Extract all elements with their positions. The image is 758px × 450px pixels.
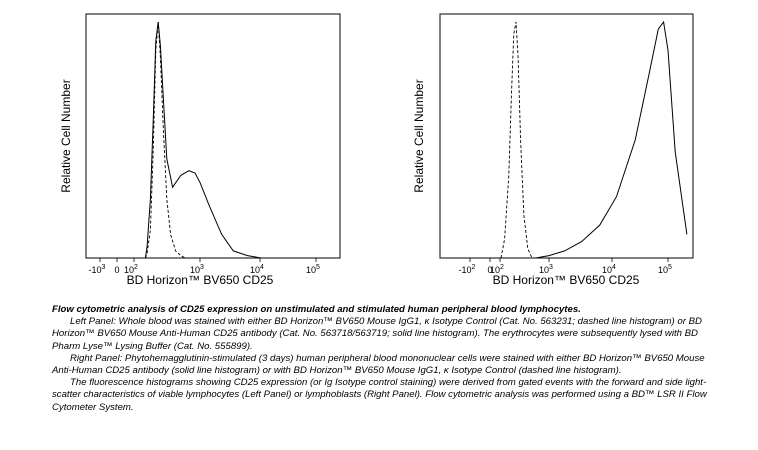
- x-tick-label: 102: [490, 264, 504, 275]
- right-histogram-panel: Relative Cell Number BD Horizon™ BV650 C…: [412, 13, 694, 287]
- left-x-axis-label: BD Horizon™ BV650 CD25: [127, 273, 274, 287]
- x-tick-label: 103: [539, 264, 553, 275]
- x-tick-label: 105: [306, 264, 320, 275]
- caption-left-panel: Left Panel: Whole blood was stained with…: [52, 316, 702, 352]
- left-dashed-series-line: [144, 21, 186, 259]
- x-tick-label: -102: [459, 264, 476, 275]
- x-tick-label: 104: [602, 264, 616, 275]
- right-solid-series-line: [535, 20, 688, 259]
- x-tick-label: 103: [190, 264, 204, 275]
- x-tick-label: -103: [89, 264, 106, 275]
- right-y-axis-label: Relative Cell Number: [412, 79, 426, 192]
- caption-title: Flow cytometric analysis of CD25 express…: [52, 304, 581, 315]
- right-x-axis-label: BD Horizon™ BV650 CD25: [493, 273, 640, 287]
- left-histogram-panel: Relative Cell Number BD Horizon™ BV650 C…: [59, 13, 341, 287]
- figure-caption: Flow cytometric analysis of CD25 express…: [52, 304, 712, 414]
- histogram-panels: Relative Cell Number BD Horizon™ BV650 C…: [59, 13, 694, 287]
- x-tick-label: 0: [114, 265, 119, 275]
- right-dashed-series-line: [500, 21, 533, 259]
- left-y-axis-label: Relative Cell Number: [59, 79, 73, 192]
- left-plot-frame: [85, 13, 341, 259]
- caption-right-panel: Right Panel: Phytohemagglutinin-stimulat…: [52, 352, 705, 377]
- x-tick-label: 0: [487, 265, 492, 275]
- x-tick-label: 104: [250, 264, 264, 275]
- left-x-ticks: -103 0 102 103 104 105: [89, 258, 320, 275]
- right-plot-frame: [439, 13, 694, 259]
- left-solid-series-line: [144, 21, 262, 259]
- x-tick-label: 105: [658, 264, 672, 275]
- caption-methods: The fluorescence histograms showing CD25…: [52, 377, 707, 413]
- x-tick-label: 102: [124, 264, 138, 275]
